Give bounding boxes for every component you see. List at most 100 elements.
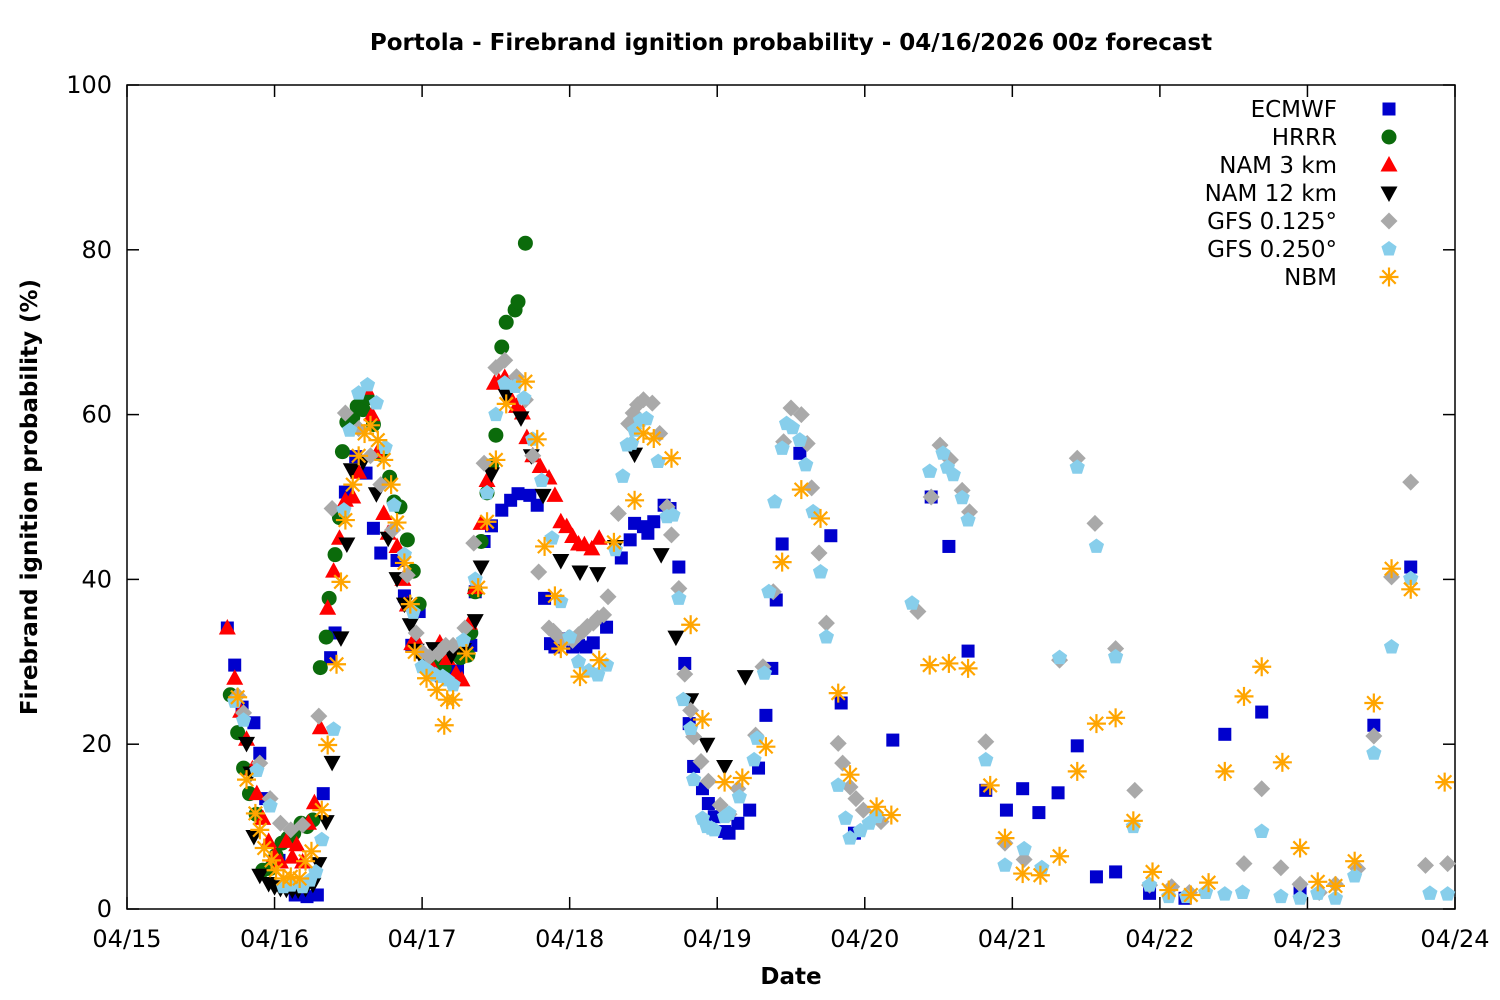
data-point-nbm	[247, 805, 263, 821]
data-point-gfs-0-125-	[456, 619, 474, 637]
data-point-nbm	[376, 452, 392, 468]
data-point-gfs-0-250-	[1422, 885, 1438, 900]
data-point-nbm	[734, 770, 750, 786]
data-point-nam-12-km	[534, 488, 552, 505]
data-point-gfs-0-250-	[638, 410, 654, 426]
data-point-nbm	[1366, 695, 1382, 711]
data-point-nbm	[337, 512, 353, 528]
data-point-ecmwf	[743, 803, 757, 817]
data-point-ecmwf	[641, 526, 655, 540]
data-point-gfs-0-250-	[767, 493, 783, 509]
data-point-nbm	[646, 431, 662, 446]
y-axis-label: Firebrand ignition probability (%)	[17, 278, 43, 716]
data-point-nbm	[436, 717, 452, 733]
data-point-gfs-0-250-	[1273, 888, 1289, 904]
data-point-ecmwf	[316, 787, 330, 801]
data-point-gfs-0-250-	[1217, 886, 1233, 901]
data-point-gfs-0-250-	[1254, 823, 1270, 839]
x-axis-label: Date	[760, 964, 822, 990]
data-point-nam-12-km	[698, 737, 716, 754]
data-point-gfs-0-250-	[798, 456, 814, 472]
legend-marker	[1381, 241, 1397, 256]
data-point-gfs-0-250-	[516, 390, 532, 405]
x-tick-label: 04/15	[92, 925, 161, 953]
data-point-gfs-0-125-	[310, 707, 328, 725]
data-point-gfs-0-250-	[706, 821, 722, 837]
data-point-hrrr	[312, 660, 328, 676]
data-point-nbm	[357, 426, 373, 442]
data-point-ecmwf	[366, 521, 380, 535]
data-point-nbm	[230, 689, 246, 705]
data-point-gfs-0-250-	[325, 721, 342, 736]
data-point-nam-12-km	[589, 567, 607, 583]
data-point-gfs-0-250-	[1310, 885, 1326, 900]
legend-label: NAM 12 km	[1205, 181, 1337, 207]
data-point-nbm	[758, 739, 774, 755]
data-point-nam-12-km	[736, 670, 754, 686]
data-point-gfs-0-125-	[670, 579, 688, 597]
data-point-gfs-0-250-	[1051, 649, 1068, 665]
data-point-ecmwf	[1070, 739, 1084, 753]
data-point-nbm	[470, 580, 486, 596]
data-point-gfs-0-125-	[323, 500, 341, 518]
data-point-gfs-0-125-	[1272, 859, 1290, 877]
data-point-gfs-0-250-	[945, 466, 961, 482]
data-point-gfs-0-250-	[1108, 648, 1124, 664]
data-point-gfs-0-250-	[386, 497, 402, 512]
data-point-gfs-0-250-	[479, 484, 495, 500]
data-point-nbm	[1015, 866, 1031, 882]
data-point-nam-3-km	[283, 848, 301, 864]
data-point-ecmwf	[793, 446, 807, 460]
data-point-ecmwf	[374, 546, 388, 560]
data-point-gfs-0-250-	[746, 751, 762, 767]
plot-border	[126, 84, 1456, 910]
data-point-gfs-0-250-	[544, 530, 560, 545]
data-point-gfs-0-250-	[235, 712, 252, 727]
data-point-ecmwf	[586, 636, 600, 650]
data-point-nam-3-km	[288, 835, 306, 852]
data-point-nam-3-km	[583, 539, 601, 556]
data-point-nam-12-km	[652, 548, 670, 564]
data-point-nbm	[1254, 659, 1270, 675]
data-point-gfs-0-250-	[1292, 890, 1308, 905]
data-point-nbm	[537, 538, 553, 554]
data-point-gfs-0-125-	[817, 614, 835, 632]
data-point-gfs-0-125-	[1439, 855, 1457, 873]
data-point-gfs-0-250-	[650, 453, 666, 469]
data-point-gfs-0-250-	[1366, 745, 1382, 760]
data-point-ecmwf	[600, 620, 614, 634]
data-point-ecmwf	[1016, 782, 1030, 796]
data-point-ecmwf	[647, 515, 661, 529]
legend-label: NBM	[1284, 265, 1337, 291]
data-point-nbm	[1069, 763, 1085, 779]
data-point-nbm	[1125, 813, 1141, 829]
data-point-ecmwf	[961, 644, 975, 658]
data-point-nam-3-km	[558, 517, 576, 534]
data-point-gfs-0-250-	[1403, 570, 1419, 586]
data-point-nam-3-km	[319, 599, 337, 615]
data-point-nbm	[458, 646, 474, 662]
data-point-nbm	[1292, 840, 1308, 856]
legend-marker	[1381, 269, 1397, 285]
data-point-ecmwf	[253, 746, 267, 760]
data-point-ecmwf	[672, 560, 686, 574]
data-point-nbm	[591, 652, 607, 668]
data-point-gfs-0-250-	[922, 463, 938, 478]
data-point-nbm	[883, 807, 899, 823]
data-point-gfs-0-125-	[922, 488, 940, 506]
data-point-nam-12-km	[472, 560, 490, 577]
data-point-gfs-0-250-	[686, 771, 702, 787]
data-point-nbm	[283, 869, 299, 885]
data-point-nbm	[1236, 688, 1252, 704]
legend-marker	[1380, 212, 1398, 230]
data-point-gfs-0-250-	[1088, 538, 1105, 553]
data-point-gfs-0-125-	[676, 665, 694, 683]
data-point-nbm	[383, 477, 399, 493]
data-point-nam-3-km	[531, 457, 549, 474]
data-point-nam-12-km	[245, 829, 263, 846]
data-point-nam-12-km	[338, 537, 356, 553]
data-point-gfs-0-125-	[829, 734, 847, 752]
data-point-nam-12-km	[571, 565, 589, 581]
data-point-ecmwf	[1109, 865, 1123, 879]
